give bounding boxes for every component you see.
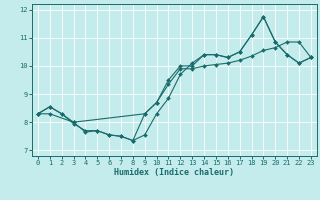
X-axis label: Humidex (Indice chaleur): Humidex (Indice chaleur) bbox=[115, 168, 234, 177]
